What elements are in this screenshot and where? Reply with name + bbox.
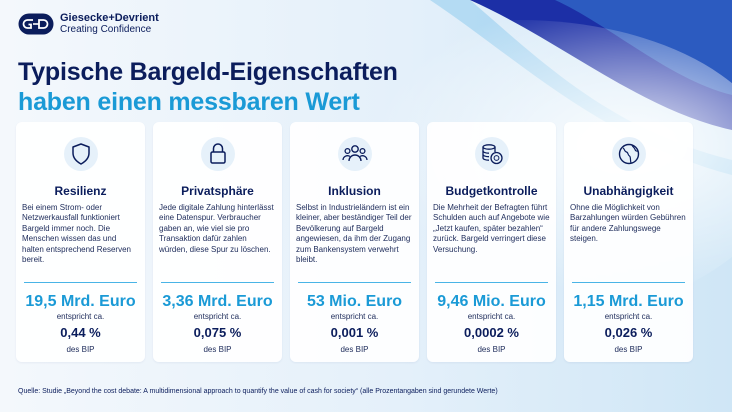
brand-tagline: Creating Confidence <box>60 24 152 35</box>
card-percent-label: des BIP <box>477 345 506 354</box>
value-cards: Resilienz Bei einem Strom- oder Netzwerk… <box>16 122 693 362</box>
card-amount: 53 Mio. Euro <box>306 293 403 310</box>
brand-name: Giesecke+Devrient <box>60 12 159 24</box>
card-divider <box>161 282 274 283</box>
card-amount: 1,15 Mrd. Euro <box>573 293 684 310</box>
padlock-icon <box>153 136 282 172</box>
globe-icon <box>564 136 693 172</box>
card-resilienz: Resilienz Bei einem Strom- oder Netzwerk… <box>16 122 145 362</box>
card-unabhaengigkeit: Unabhängigkeit Ohne die Möglichkeit von … <box>564 122 693 362</box>
card-privatsphaere: Privatsphäre Jede digitale Zahlung hinte… <box>153 122 282 362</box>
card-percent-label: des BIP <box>203 345 232 354</box>
card-percent: 0,0002 % <box>464 325 519 340</box>
card-divider <box>298 282 411 283</box>
card-amount: 19,5 Mrd. Euro <box>25 293 136 310</box>
card-equivalent-label: entspricht ca. <box>56 312 105 321</box>
card-equivalent-label: entspricht ca. <box>330 312 379 321</box>
card-divider <box>435 282 548 283</box>
card-title: Unabhängigkeit <box>583 184 674 198</box>
company-logo: Giesecke+Devrient Creating Confidence <box>18 13 159 35</box>
page-title: Typische Bargeld-Eigenschaften haben ein… <box>18 57 398 117</box>
card-title: Resilienz <box>54 184 107 198</box>
gd-logo-icon <box>18 13 54 35</box>
card-percent-label: des BIP <box>614 345 643 354</box>
shield-icon <box>16 136 145 172</box>
card-description: Selbst in Industrieländern ist ein klein… <box>296 203 412 265</box>
card-equivalent-label: entspricht ca. <box>467 312 516 321</box>
card-percent-label: des BIP <box>66 345 95 354</box>
people-group-icon <box>290 136 419 172</box>
card-inklusion: Inklusion Selbst in Industrieländern ist… <box>290 122 419 362</box>
card-percent: 0,001 % <box>330 325 379 340</box>
title-line-2: haben einen messbaren Wert <box>18 88 360 116</box>
card-title: Budgetkontrolle <box>445 184 538 198</box>
card-amount: 9,46 Mio. Euro <box>437 293 546 310</box>
card-title: Privatsphäre <box>181 184 254 198</box>
card-description: Die Mehrheit der Befragten führt Schulde… <box>433 203 550 254</box>
card-budgetkontrolle: Budgetkontrolle Die Mehrheit der Befragt… <box>427 122 556 362</box>
card-divider <box>24 282 137 283</box>
card-description: Bei einem Strom- oder Netzwerkausfall fu… <box>22 203 131 265</box>
card-percent: 0,026 % <box>604 325 653 340</box>
card-percent: 0,075 % <box>193 325 242 340</box>
title-line-1: Typische Bargeld-Eigenschaften <box>18 58 398 86</box>
card-description: Ohne die Möglichkeit von Barzahlungen wü… <box>570 203 686 244</box>
card-description: Jede digitale Zahlung hinterlässt eine D… <box>159 203 274 254</box>
card-percent-label: des BIP <box>340 345 369 354</box>
card-equivalent-label: entspricht ca. <box>193 312 242 321</box>
card-divider <box>572 282 685 283</box>
card-percent: 0,44 % <box>60 325 101 340</box>
source-footnote: Quelle: Studie „Beyond the cost debate: … <box>18 388 498 395</box>
card-title: Inklusion <box>328 184 381 198</box>
card-equivalent-label: entspricht ca. <box>604 312 653 321</box>
coin-stack-icon <box>427 136 556 172</box>
card-amount: 3,36 Mrd. Euro <box>162 293 273 310</box>
